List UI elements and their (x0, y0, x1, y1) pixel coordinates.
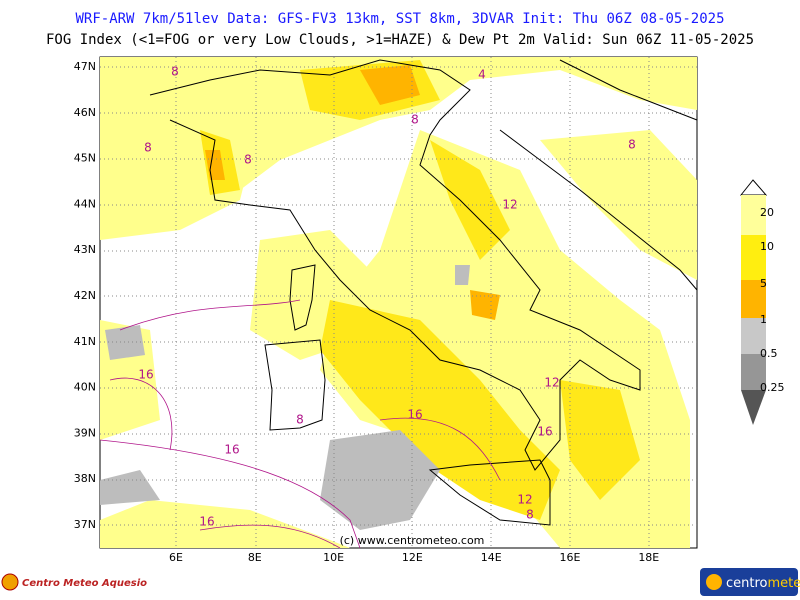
contour-label: 16 (224, 443, 239, 457)
legend-label: 5 (760, 277, 767, 290)
lat-label: 46N (74, 106, 96, 119)
legend-swatch (741, 280, 766, 318)
lat-label: 38N (74, 472, 96, 485)
contour-label: 16 (199, 515, 214, 529)
left-logo: Centro Meteo Aquesio (22, 578, 147, 589)
right-logo-bg (700, 568, 798, 596)
contour-label: 16 (407, 408, 422, 422)
lon-label: 10E (323, 551, 344, 564)
contour-label: 4 (478, 68, 486, 82)
contour-label: 8 (526, 508, 534, 522)
lon-label: 16E (560, 551, 581, 564)
lat-label: 43N (74, 243, 96, 256)
legend-label: 1 (760, 313, 767, 326)
lat-label: 45N (74, 152, 96, 165)
contour-label: 8 (171, 65, 179, 79)
legend-label: 10 (760, 240, 774, 253)
lat-label: 39N (74, 426, 96, 439)
contour-label: 8 (296, 413, 304, 427)
lon-label: 8E (248, 551, 262, 564)
haze-orange (205, 65, 500, 320)
contour-label: 12 (544, 376, 559, 390)
contour-label: 12 (517, 493, 532, 507)
lon-label: 12E (402, 551, 423, 564)
header-line2: FOG Index (<1=FOG or very Low Clouds, >1… (46, 32, 754, 48)
lat-labels: 47N 46N 45N 44N 43N 42N 41N 40N 39N 38N 37N (74, 60, 96, 531)
legend-swatch (741, 195, 766, 235)
legend-swatch (741, 354, 766, 390)
dewpoint-contours (99, 299, 501, 549)
left-logo-icon (1, 573, 19, 591)
lon-label: 14E (481, 551, 502, 564)
lat-label: 41N (74, 335, 96, 348)
watermark: (c) www.centrometeo.com (340, 534, 485, 547)
legend-label: 0.25 (760, 381, 785, 394)
lat-label: 40N (74, 381, 96, 394)
coastlines (149, 59, 698, 526)
legend-bottom (741, 390, 766, 425)
contour-label: 8 (628, 138, 636, 152)
lat-label: 47N (74, 60, 96, 73)
legend-swatch (741, 318, 766, 354)
lat-label: 44N (74, 197, 96, 210)
footer: Centro Meteo Aquesio centrometeo (1, 568, 800, 596)
lon-label: 6E (169, 551, 183, 564)
contour-label: 16 (138, 368, 153, 382)
legend: 20 10 5 1 0.5 0.25 (739, 179, 785, 425)
right-logo-a: centro (726, 576, 768, 591)
contour-label: 16 (537, 425, 552, 439)
lon-label: 18E (638, 551, 659, 564)
right-logo-icon (706, 574, 722, 590)
lon-labels: 6E 8E 10E 12E 14E 16E 18E (169, 551, 659, 564)
contour-label: 12 (502, 198, 517, 212)
right-logo-b: meteo (768, 576, 800, 591)
legend-top (739, 179, 768, 196)
legend-swatch (741, 235, 766, 280)
lat-label: 37N (74, 518, 96, 531)
legend-label: 0.5 (760, 347, 778, 360)
header-line1: WRF-ARW 7km/51lev Data: GFS-FV3 13km, SS… (75, 11, 724, 27)
legend-labels: 20 10 5 1 0.5 0.25 (760, 206, 785, 394)
right-logo: centrometeo (726, 576, 800, 591)
legend-label: 20 (760, 206, 774, 219)
contour-label: 8 (411, 113, 419, 127)
contour-label: 8 (244, 153, 252, 167)
lat-label: 42N (74, 289, 96, 302)
contour-label: 8 (144, 141, 152, 155)
